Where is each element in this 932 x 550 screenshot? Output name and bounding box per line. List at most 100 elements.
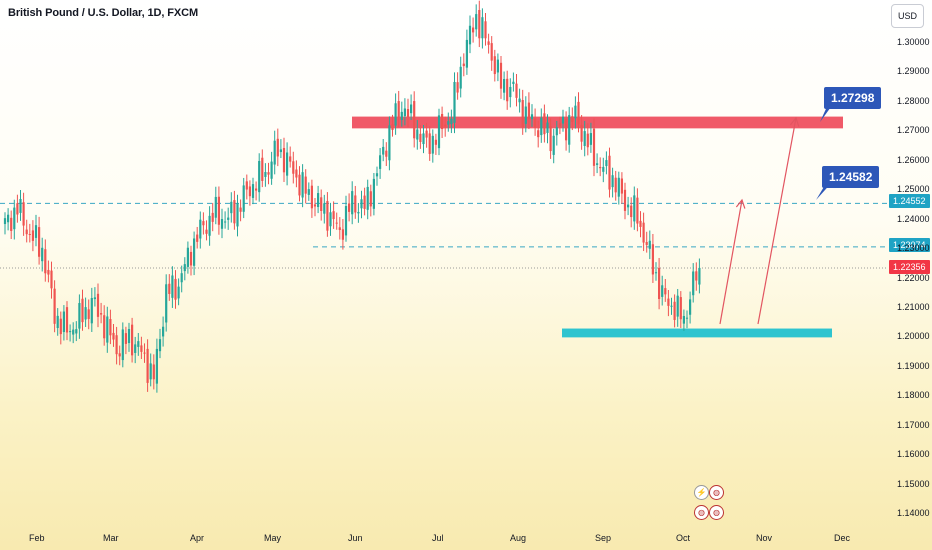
candle-body — [391, 124, 394, 130]
candle-body — [255, 188, 258, 191]
candle-body — [13, 207, 16, 230]
lightning-event-icon[interactable]: ⚡ — [694, 485, 709, 500]
candle-body — [506, 78, 509, 102]
candle-body — [410, 104, 413, 114]
uk-flag-event-icon[interactable]: ◍ — [694, 505, 709, 520]
x-tick-label: May — [264, 533, 282, 543]
candle-body — [596, 163, 599, 165]
candle-body — [301, 172, 304, 198]
candle-body — [236, 203, 239, 227]
candle-body — [320, 197, 323, 211]
candle-body — [611, 175, 614, 188]
candle-body — [25, 229, 28, 235]
candle-body — [558, 122, 561, 127]
candle-body — [298, 174, 301, 196]
candle-body — [75, 329, 78, 334]
candle-body — [580, 125, 583, 142]
x-tick-label: Nov — [756, 533, 773, 543]
candle-body — [481, 17, 484, 39]
y-tick-label: 1.15000 — [897, 478, 930, 489]
candle-body — [561, 116, 565, 124]
candle-body — [90, 298, 93, 324]
candle-body — [441, 113, 444, 130]
candle-body — [56, 315, 59, 329]
candle-body — [50, 270, 53, 289]
candle-body — [633, 195, 636, 222]
candle-body — [87, 309, 90, 319]
candle-body — [208, 215, 211, 236]
candle-body — [654, 272, 658, 274]
y-tick-label: 1.17000 — [897, 419, 930, 430]
candle-body — [605, 160, 608, 167]
projection-arrow-1 — [719, 199, 743, 325]
candle-body — [397, 101, 400, 118]
candle-body — [496, 59, 499, 73]
candle-body — [366, 186, 369, 210]
x-tick-label: Dec — [834, 533, 851, 543]
candle-body — [472, 27, 475, 33]
currency-button[interactable]: USD — [891, 4, 924, 28]
candle-body — [682, 315, 685, 324]
candle-body — [168, 283, 171, 294]
candle-body — [338, 227, 341, 231]
candle-body — [478, 10, 481, 39]
candle-body — [205, 229, 208, 234]
candle-body — [273, 140, 276, 165]
candle-body — [22, 202, 25, 226]
candle-body — [186, 247, 189, 267]
candle-body — [422, 133, 425, 145]
candle-body — [171, 275, 174, 298]
candle-body — [667, 298, 670, 306]
candle-body — [487, 41, 490, 45]
x-tick-label: Sep — [595, 533, 612, 543]
candle-body — [307, 189, 310, 195]
x-tick-label: Mar — [103, 533, 119, 543]
candle-body — [664, 288, 667, 295]
candle-body — [673, 301, 676, 320]
candle-body — [490, 43, 493, 61]
us-flag-event-icon[interactable]: ◍ — [709, 485, 724, 500]
candle-body — [3, 218, 7, 225]
x-tick-label: Jun — [348, 533, 363, 543]
candle-body — [369, 191, 372, 207]
candle-body — [447, 121, 450, 125]
candle-body — [642, 222, 645, 243]
candle-body — [527, 102, 530, 119]
y-tick-label: 1.22000 — [897, 272, 930, 283]
candle-body — [332, 211, 335, 220]
candle-body — [115, 335, 118, 355]
candle-body — [574, 105, 577, 119]
candle-body — [577, 101, 580, 125]
candle-body — [53, 288, 56, 324]
candle-body — [292, 161, 295, 174]
candle-body — [233, 200, 236, 224]
candle-body — [270, 161, 273, 179]
candle-body — [261, 157, 264, 181]
candle-body — [199, 219, 202, 239]
candle-body — [31, 230, 34, 241]
candle-body — [137, 341, 140, 347]
candle-body — [518, 98, 521, 103]
candle-body — [379, 155, 382, 169]
candle-body — [552, 135, 555, 155]
candle-body — [685, 317, 689, 319]
us-flag-event-icon-2[interactable]: ◍ — [709, 505, 724, 520]
candle-body — [344, 206, 348, 236]
candle-body — [456, 82, 459, 93]
candle-body — [568, 115, 571, 145]
candle-body — [323, 203, 326, 214]
y-tick-label: 1.30000 — [897, 37, 930, 47]
y-tick-label: 1.19000 — [897, 360, 930, 371]
y-tick-label: 1.28000 — [897, 95, 930, 106]
candle-body — [140, 345, 143, 352]
candle-body — [78, 303, 81, 329]
candle-body — [623, 189, 627, 211]
candle-body — [540, 117, 543, 136]
candle-body — [304, 176, 307, 194]
candle-body — [431, 135, 434, 154]
candle-body — [310, 185, 313, 209]
candle-body — [44, 249, 47, 274]
candle-body — [10, 217, 13, 231]
resistance-zone — [352, 116, 843, 129]
